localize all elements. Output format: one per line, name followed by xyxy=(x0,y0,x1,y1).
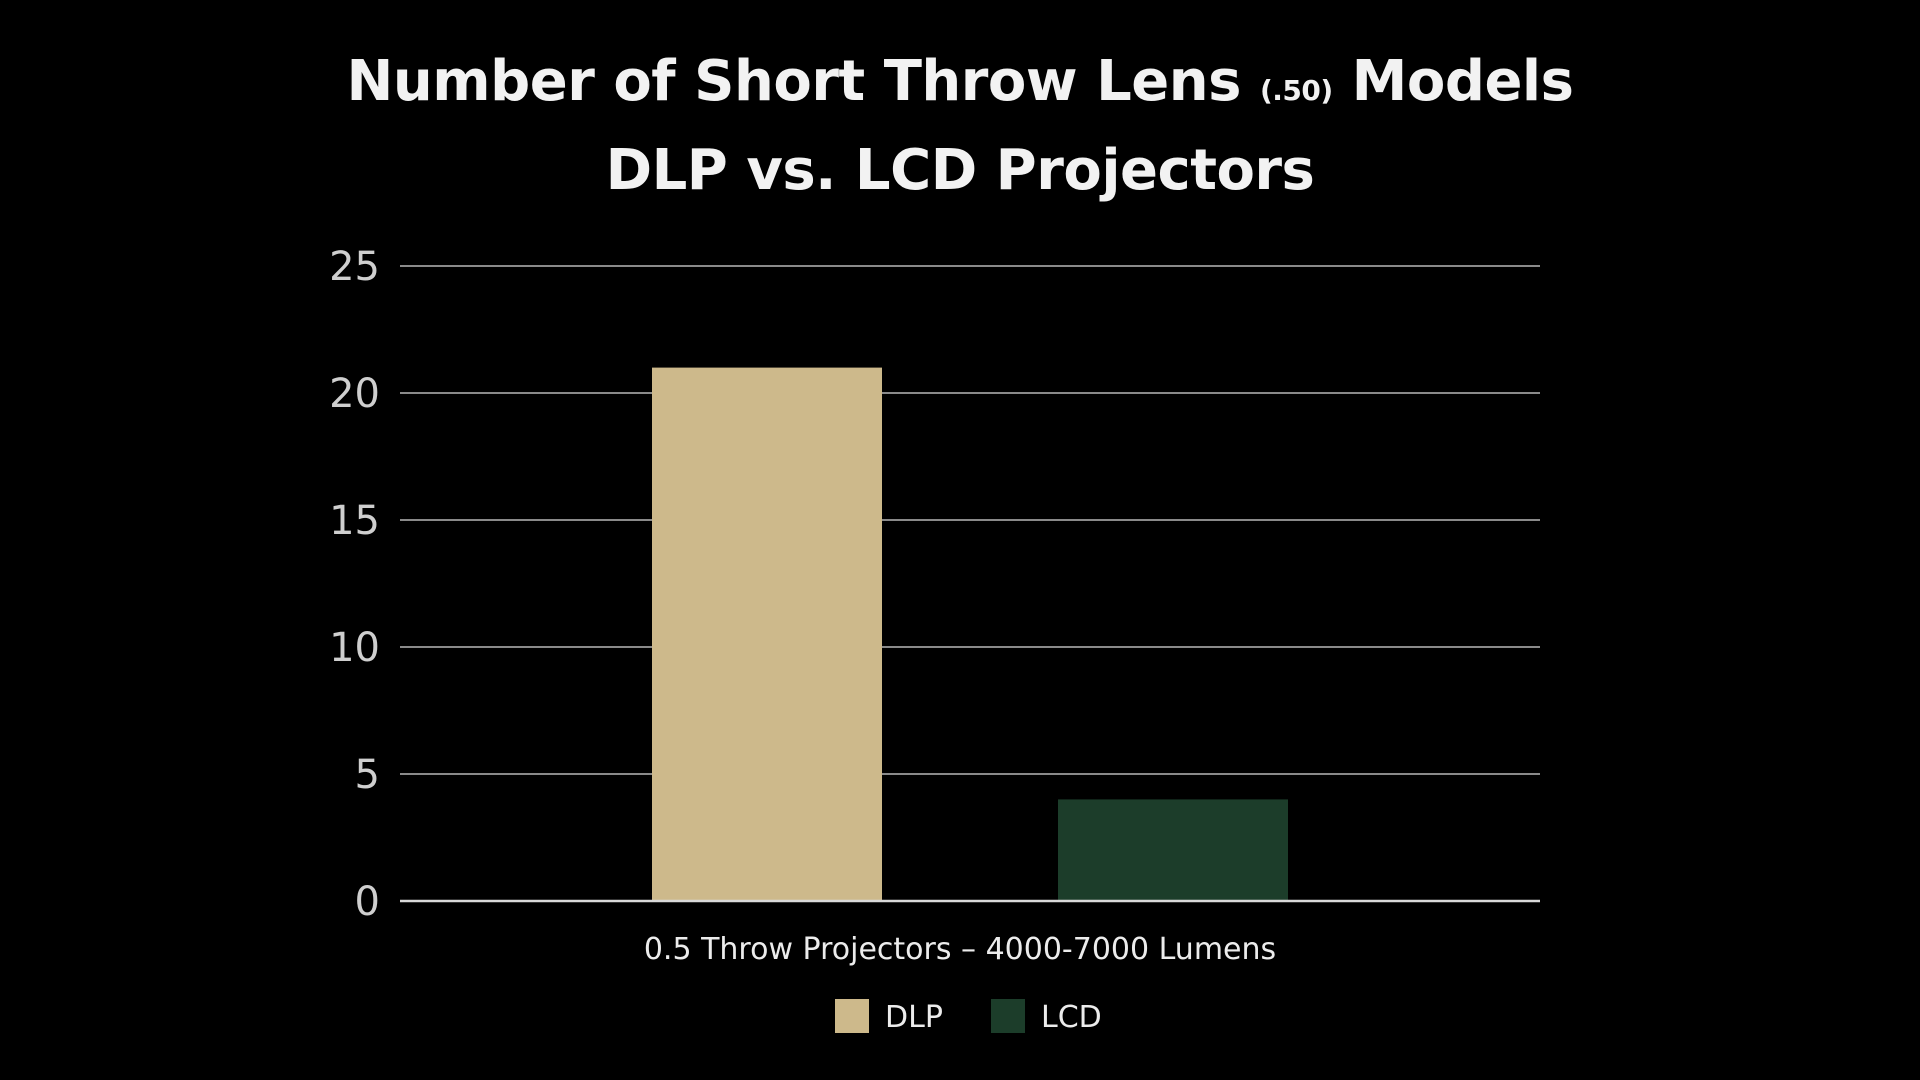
legend-swatch-dlp xyxy=(835,999,869,1033)
x-category-label: 0.5 Throw Projectors – 4000-7000 Lumens xyxy=(644,932,1276,967)
gridlines xyxy=(400,265,1540,775)
y-tick-label-20: 20 xyxy=(329,371,380,417)
legend: DLP LCD xyxy=(835,999,1102,1035)
chart-title-line2: DLP vs. LCD Projectors xyxy=(605,138,1315,203)
y-axis-tick-labels: 0 5 10 15 20 25 xyxy=(329,244,380,925)
chart-title-suffix: Models xyxy=(1332,49,1574,114)
x-axis-category-labels: 0.5 Throw Projectors – 4000-7000 Lumens xyxy=(644,932,1276,967)
y-tick-label-15: 15 xyxy=(329,498,380,544)
chart-title-line1: Number of Short Throw Lens (.50) Models xyxy=(0,42,1920,131)
chart-title-prefix: Number of Short Throw Lens xyxy=(346,49,1260,114)
y-tick-label-0: 0 xyxy=(355,879,380,925)
y-tick-label-10: 10 xyxy=(329,625,380,671)
bars xyxy=(652,367,1288,902)
bar-lcd xyxy=(1058,799,1288,901)
legend-swatch-lcd xyxy=(991,999,1025,1033)
legend-label-lcd: LCD xyxy=(1041,1000,1102,1035)
chart-title: Number of Short Throw Lens (.50) Models … xyxy=(0,42,1920,211)
bar-dlp xyxy=(652,367,882,902)
chart-title-small: (.50) xyxy=(1259,74,1333,107)
y-tick-label-25: 25 xyxy=(329,244,380,290)
legend-label-dlp: DLP xyxy=(885,1000,943,1035)
y-tick-label-5: 5 xyxy=(355,752,380,798)
